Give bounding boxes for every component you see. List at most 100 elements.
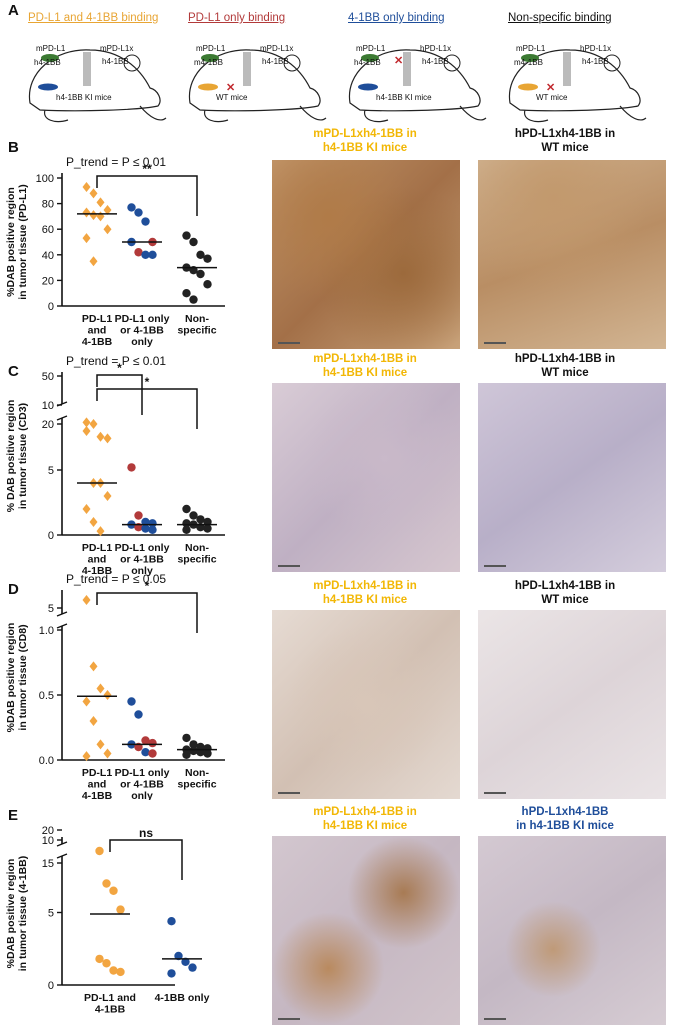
panel-c-letter: C xyxy=(8,363,19,380)
panel-b-point-s0-8 xyxy=(82,233,91,244)
panel-c-category-2: Non-specific xyxy=(177,542,216,566)
panel-e-ytick-label-2: 10 xyxy=(42,835,54,847)
scenario-3-text-3: h4-1BB xyxy=(582,57,609,66)
panel-d-chart: 0.0 0.5 1.0 5 %DAB positive region in tumor t… xyxy=(5,572,225,800)
panel-c-point-s0-7 xyxy=(103,491,112,501)
panel-b-point-s2-3 xyxy=(203,254,212,263)
panel-b-letter: B xyxy=(8,139,19,156)
panel-b-ylabel-line-0: %DAB positive region xyxy=(5,187,17,297)
panel-e-sig-0: ns xyxy=(139,826,153,840)
panel-c-ytick-label-4: 50 xyxy=(42,371,54,383)
panel-c-point-s2-8 xyxy=(182,525,191,534)
panel-d-ytick-label-3: 5 xyxy=(48,603,54,615)
panel-d-bracket-0 xyxy=(96,592,198,633)
panel-d-point-s2-0 xyxy=(182,733,191,743)
svg-text:✕: ✕ xyxy=(546,82,555,94)
scenario-1-text-2: mPD-L1x xyxy=(260,44,294,53)
panel-d-point-s1-2 xyxy=(141,736,150,745)
panel-c-ytick-label-2: 10 xyxy=(42,400,54,412)
panel-c-axis-break-0 xyxy=(57,404,67,418)
scenario-0-text-1: h4-1BB xyxy=(34,58,61,67)
scenario-3-text-2: hPD-L1x xyxy=(580,44,612,53)
panel-b-point-s2-2 xyxy=(196,250,205,259)
scenario-1-text-0: mPD-L1 xyxy=(196,44,226,53)
panel-c-point-s1-7 xyxy=(148,525,157,534)
panel-c-ylabel-line-1: in tumor tissue (CD3) xyxy=(17,403,29,509)
panel-c-point-s1-6 xyxy=(141,524,150,533)
panel-b-point-s0-9 xyxy=(89,256,98,267)
panel-e-point-s0-1 xyxy=(102,879,111,888)
panel-c-bracket-1 xyxy=(96,388,198,429)
scenario-label-2: 4-1BB only binding xyxy=(348,12,445,24)
panel-d-point-s0-5 xyxy=(89,716,98,726)
panel-b-point-s0-7 xyxy=(103,224,112,235)
panel-d-ytick-label-2: 1.0 xyxy=(39,625,54,637)
svg-text:✕: ✕ xyxy=(394,55,403,67)
panel-e-micro-left-title: mPD-L1xh4-1BB in h4-1BB KI mice xyxy=(313,806,417,832)
scenario-1-text-1: m4-1BB xyxy=(194,58,223,67)
panel-e-category-0: PD-L1 and 4-1BB xyxy=(84,992,136,1016)
panel-a-letter: A xyxy=(8,2,19,19)
panel-b-point-s1-0 xyxy=(127,203,136,212)
panel-b-point-s0-2 xyxy=(96,197,105,208)
panel-d-point-s2-7 xyxy=(203,749,212,758)
panel-e-ytick-label-4: 20 xyxy=(42,825,54,837)
panel-c-point-s0-4 xyxy=(82,426,91,436)
panel-d-point-s0-8 xyxy=(82,751,91,762)
panel-c-bracket-0 xyxy=(96,374,143,415)
panel-e-point-s0-0 xyxy=(95,846,104,856)
panel-c-point-s0-3 xyxy=(103,433,112,444)
panel-d-ytick-label-0: 0.0 xyxy=(39,755,54,767)
panel-c-point-s2-4 xyxy=(182,519,191,528)
panel-e-ytick-label-3: 15 xyxy=(42,858,54,870)
panel-c-ytick-label-3: 20 xyxy=(42,419,54,431)
panel-d-point-s1-0 xyxy=(127,697,136,706)
panel-b-point-s2-6 xyxy=(196,269,205,279)
panel-b-point-s0-4 xyxy=(82,207,91,218)
scenario-0-text-4: h4-1BB KI mice xyxy=(56,93,112,102)
panel-d-sig-0: * xyxy=(145,579,150,593)
panel-b-micrograph-right xyxy=(478,160,666,349)
panel-e-chart: 0 5 10 15 20 %DAB positive region in tumor tis… xyxy=(5,825,210,1016)
panel-e-axis-break-0 xyxy=(57,844,67,856)
panel-e-micrograph-left xyxy=(272,836,460,1025)
panel-b-point-s0-1 xyxy=(89,188,98,199)
panel-d-point-s0-2 xyxy=(96,683,105,694)
panel-d-point-s2-1 xyxy=(189,740,198,749)
panel-b-ylabel-line-1: in tumor tissue (PD-L1) xyxy=(17,184,29,300)
panel-e-point-s1-4 xyxy=(167,969,176,978)
panel-b-sig-0: ** xyxy=(142,162,152,176)
panel-d-point-s0-7 xyxy=(103,748,112,759)
panel-d-point-s2-8 xyxy=(182,750,191,759)
panel-d-micrograph-right xyxy=(478,610,666,799)
mouse-outline-3: ✕ xyxy=(508,49,647,123)
panel-b-ytick-label-3: 60 xyxy=(42,224,54,236)
panel-b-category-1: PD-L1 only or 4-1BB only xyxy=(115,313,170,348)
panel-b-point-s1-2 xyxy=(141,217,150,226)
panel-b-point-s2-9 xyxy=(189,295,198,304)
panel-c-micro-right-title: hPD-L1xh4-1BB in WT mice xyxy=(514,353,616,379)
panel-e-bracket-0 xyxy=(109,839,183,880)
panel-d-point-s1-6 xyxy=(141,748,150,757)
panel-e-point-s0-3 xyxy=(116,905,125,914)
panel-b-chart: 0 20 40 60 80 100 %DAB positive region in tumor… xyxy=(5,155,225,348)
panel-c-point-s0-10 xyxy=(96,526,105,537)
panel-e-micro-right-title: hPD-L1xh4-1BB in h4-1BB KI mice xyxy=(516,806,614,832)
scenario-2-text-1: h4-1BB xyxy=(354,58,381,67)
panel-b-point-s1-7 xyxy=(148,250,157,259)
panel-e-point-s0-2 xyxy=(109,886,118,895)
panel-b-ytick-label-5: 100 xyxy=(36,173,54,185)
panel-c-point-s1-0 xyxy=(127,463,136,472)
panel-b-category-2: Non-specific xyxy=(177,313,216,337)
panel-c-point-s1-3 xyxy=(148,519,157,528)
panel-d-trend: P_trend = P ≤ 0.05 xyxy=(66,572,166,586)
scenario-0-text-3: h4-1BB xyxy=(102,57,129,66)
panel-e-point-s0-6 xyxy=(109,966,118,975)
panel-c-category-1: PD-L1 only or 4-1BB only xyxy=(115,542,170,577)
panel-d-letter: D xyxy=(8,581,19,598)
svg-text:✕: ✕ xyxy=(226,82,235,94)
mouse-outline-2: ✕ xyxy=(348,49,487,123)
panel-b-point-s0-6 xyxy=(96,211,105,222)
panel-c-chart: 0 5 10 20 50 % DAB positive region in tumor ti… xyxy=(5,354,225,577)
panel-c-point-s0-0 xyxy=(82,417,91,428)
